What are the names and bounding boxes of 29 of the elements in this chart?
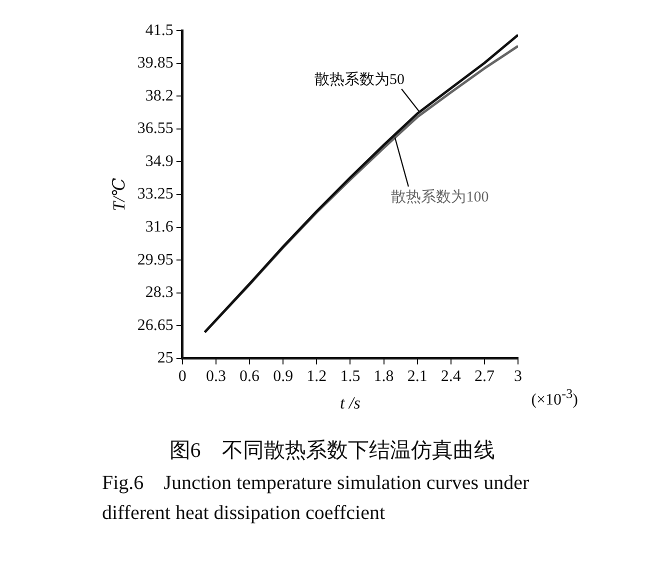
y-tick-label: 25 — [157, 350, 174, 367]
y-tick-label: 31.6 — [145, 218, 174, 236]
x-tick-label: 0 — [178, 368, 186, 386]
x-tick-label: 1.5 — [340, 368, 360, 386]
y-axis-title: T/℃ — [110, 178, 129, 212]
y-tick-label: 28.3 — [145, 284, 174, 302]
text: Fig.6 Junction temperature simulation curves under different heat dissipation coeffcient — [102, 471, 530, 526]
y-tick-label: 38.2 — [145, 87, 174, 104]
x-tick-label: 1.2 — [306, 368, 327, 386]
x-axis-title: t /s — [340, 393, 361, 412]
x-tick-label: 1.8 — [374, 368, 394, 386]
text: (×10$^{-3}$) — [531, 386, 578, 410]
y-tick-label: 41.5 — [145, 22, 174, 39]
x-tick-label: 0.9 — [273, 368, 294, 386]
y-tick-label: 39.85 — [137, 54, 174, 72]
series-label: 散热系数为50 — [314, 70, 405, 88]
x-tick-label: 2.1 — [407, 368, 428, 386]
text: 散热系数为100 — [391, 188, 489, 206]
x-tick-label: 0.3 — [206, 368, 226, 386]
y-tick-label: 34.9 — [145, 152, 174, 170]
y-tick-label: 29.95 — [137, 251, 174, 268]
y-tick-label: 26.65 — [137, 316, 174, 334]
x-tick-label: 2.7 — [474, 368, 494, 386]
text: 图6 不同散热系数下结温仿真曲线 — [168, 437, 496, 464]
y-tick-label: 33.25 — [137, 186, 174, 203]
x-tick-label: 0.6 — [240, 368, 260, 386]
x-tick-label: 2.4 — [440, 368, 461, 386]
y-tick-label: 36.55 — [137, 120, 174, 138]
x-tick-label: 3 — [514, 368, 522, 386]
